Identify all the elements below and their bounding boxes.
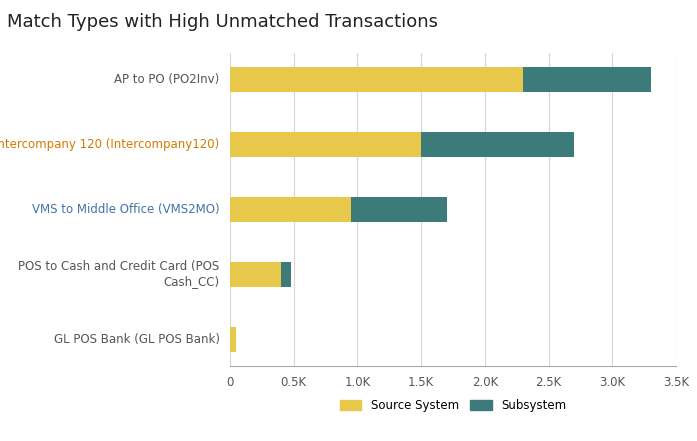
Bar — [523, 67, 650, 92]
Bar — [230, 262, 281, 287]
Bar — [230, 197, 351, 222]
Legend: Source System, Subsystem: Source System, Subsystem — [335, 394, 571, 416]
Bar — [230, 327, 236, 352]
Bar — [281, 262, 291, 287]
Text: Match Types with High Unmatched Transactions: Match Types with High Unmatched Transact… — [7, 13, 438, 31]
Bar — [230, 67, 523, 92]
Bar — [421, 132, 574, 157]
Bar — [230, 132, 421, 157]
Bar — [351, 197, 447, 222]
